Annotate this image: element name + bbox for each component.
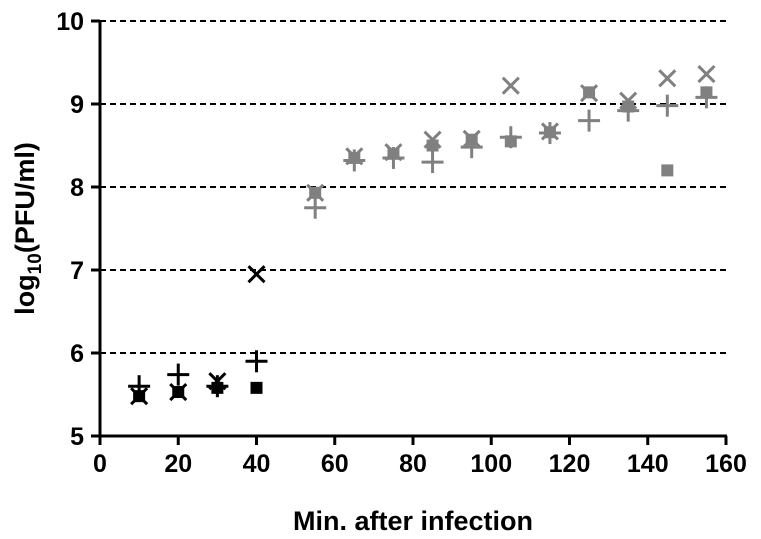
y-axis-label-rest: (PFU/ml) xyxy=(10,142,40,253)
square-point-145 xyxy=(661,164,674,177)
x-tick-label-140: 140 xyxy=(627,450,669,478)
y-tick-label-7: 7 xyxy=(70,257,84,285)
x-tick-label-20: 20 xyxy=(164,450,192,478)
x-point-105 xyxy=(501,76,520,95)
x-tick-label-160: 160 xyxy=(705,450,747,478)
x-tick-label-80: 80 xyxy=(399,450,427,478)
x-stroke-b xyxy=(247,265,266,284)
data-points xyxy=(128,65,718,406)
y-axis-label: log10(PFU/ml) xyxy=(10,142,46,315)
y-axis-label-subscript: 10 xyxy=(25,253,46,274)
square-point-65 xyxy=(348,151,361,164)
square-point-105 xyxy=(504,135,517,148)
x-point-145 xyxy=(658,69,677,88)
square-point-55 xyxy=(309,186,322,199)
square-point-85 xyxy=(426,139,439,152)
x-stroke-b xyxy=(501,76,520,95)
x-axis-label: Min. after infection xyxy=(293,506,533,536)
plus-point-125 xyxy=(578,109,601,132)
square-point-135 xyxy=(622,100,635,113)
square-point-40 xyxy=(250,381,263,394)
y-tick-label-6: 6 xyxy=(70,340,84,368)
square-point-20 xyxy=(172,386,185,399)
square-point-10 xyxy=(133,390,146,403)
square-point-95 xyxy=(465,133,478,146)
x-tick-label-120: 120 xyxy=(549,450,591,478)
x-stroke-b xyxy=(658,69,677,88)
y-tick-label-8: 8 xyxy=(70,174,84,202)
gridlines xyxy=(100,20,726,354)
square-point-115 xyxy=(543,126,556,139)
plus-point-85 xyxy=(421,151,444,174)
square-point-155 xyxy=(700,86,713,99)
plus-point-20 xyxy=(167,363,190,386)
plus-point-55 xyxy=(304,196,327,219)
plus-point-145 xyxy=(656,94,679,117)
x-point-155 xyxy=(697,65,716,84)
x-tick-label-40: 40 xyxy=(243,450,271,478)
axis-labels: Min. after infection log10(PFU/ml) xyxy=(10,142,533,536)
y-axis-label-base: log xyxy=(10,274,40,315)
x-tick-label-0: 0 xyxy=(93,450,107,478)
x-tick-label-100: 100 xyxy=(470,450,512,478)
square-point-30 xyxy=(211,381,224,394)
plus-point-40 xyxy=(245,350,268,373)
y-tick-label-9: 9 xyxy=(70,91,84,119)
x-tick-label-60: 60 xyxy=(321,450,349,478)
x-stroke-b xyxy=(697,65,716,84)
x-point-40 xyxy=(247,265,266,284)
y-tick-label-10: 10 xyxy=(56,8,84,36)
square-point-125 xyxy=(583,86,596,99)
y-tick-label-5: 5 xyxy=(70,423,84,451)
square-point-75 xyxy=(387,147,400,160)
